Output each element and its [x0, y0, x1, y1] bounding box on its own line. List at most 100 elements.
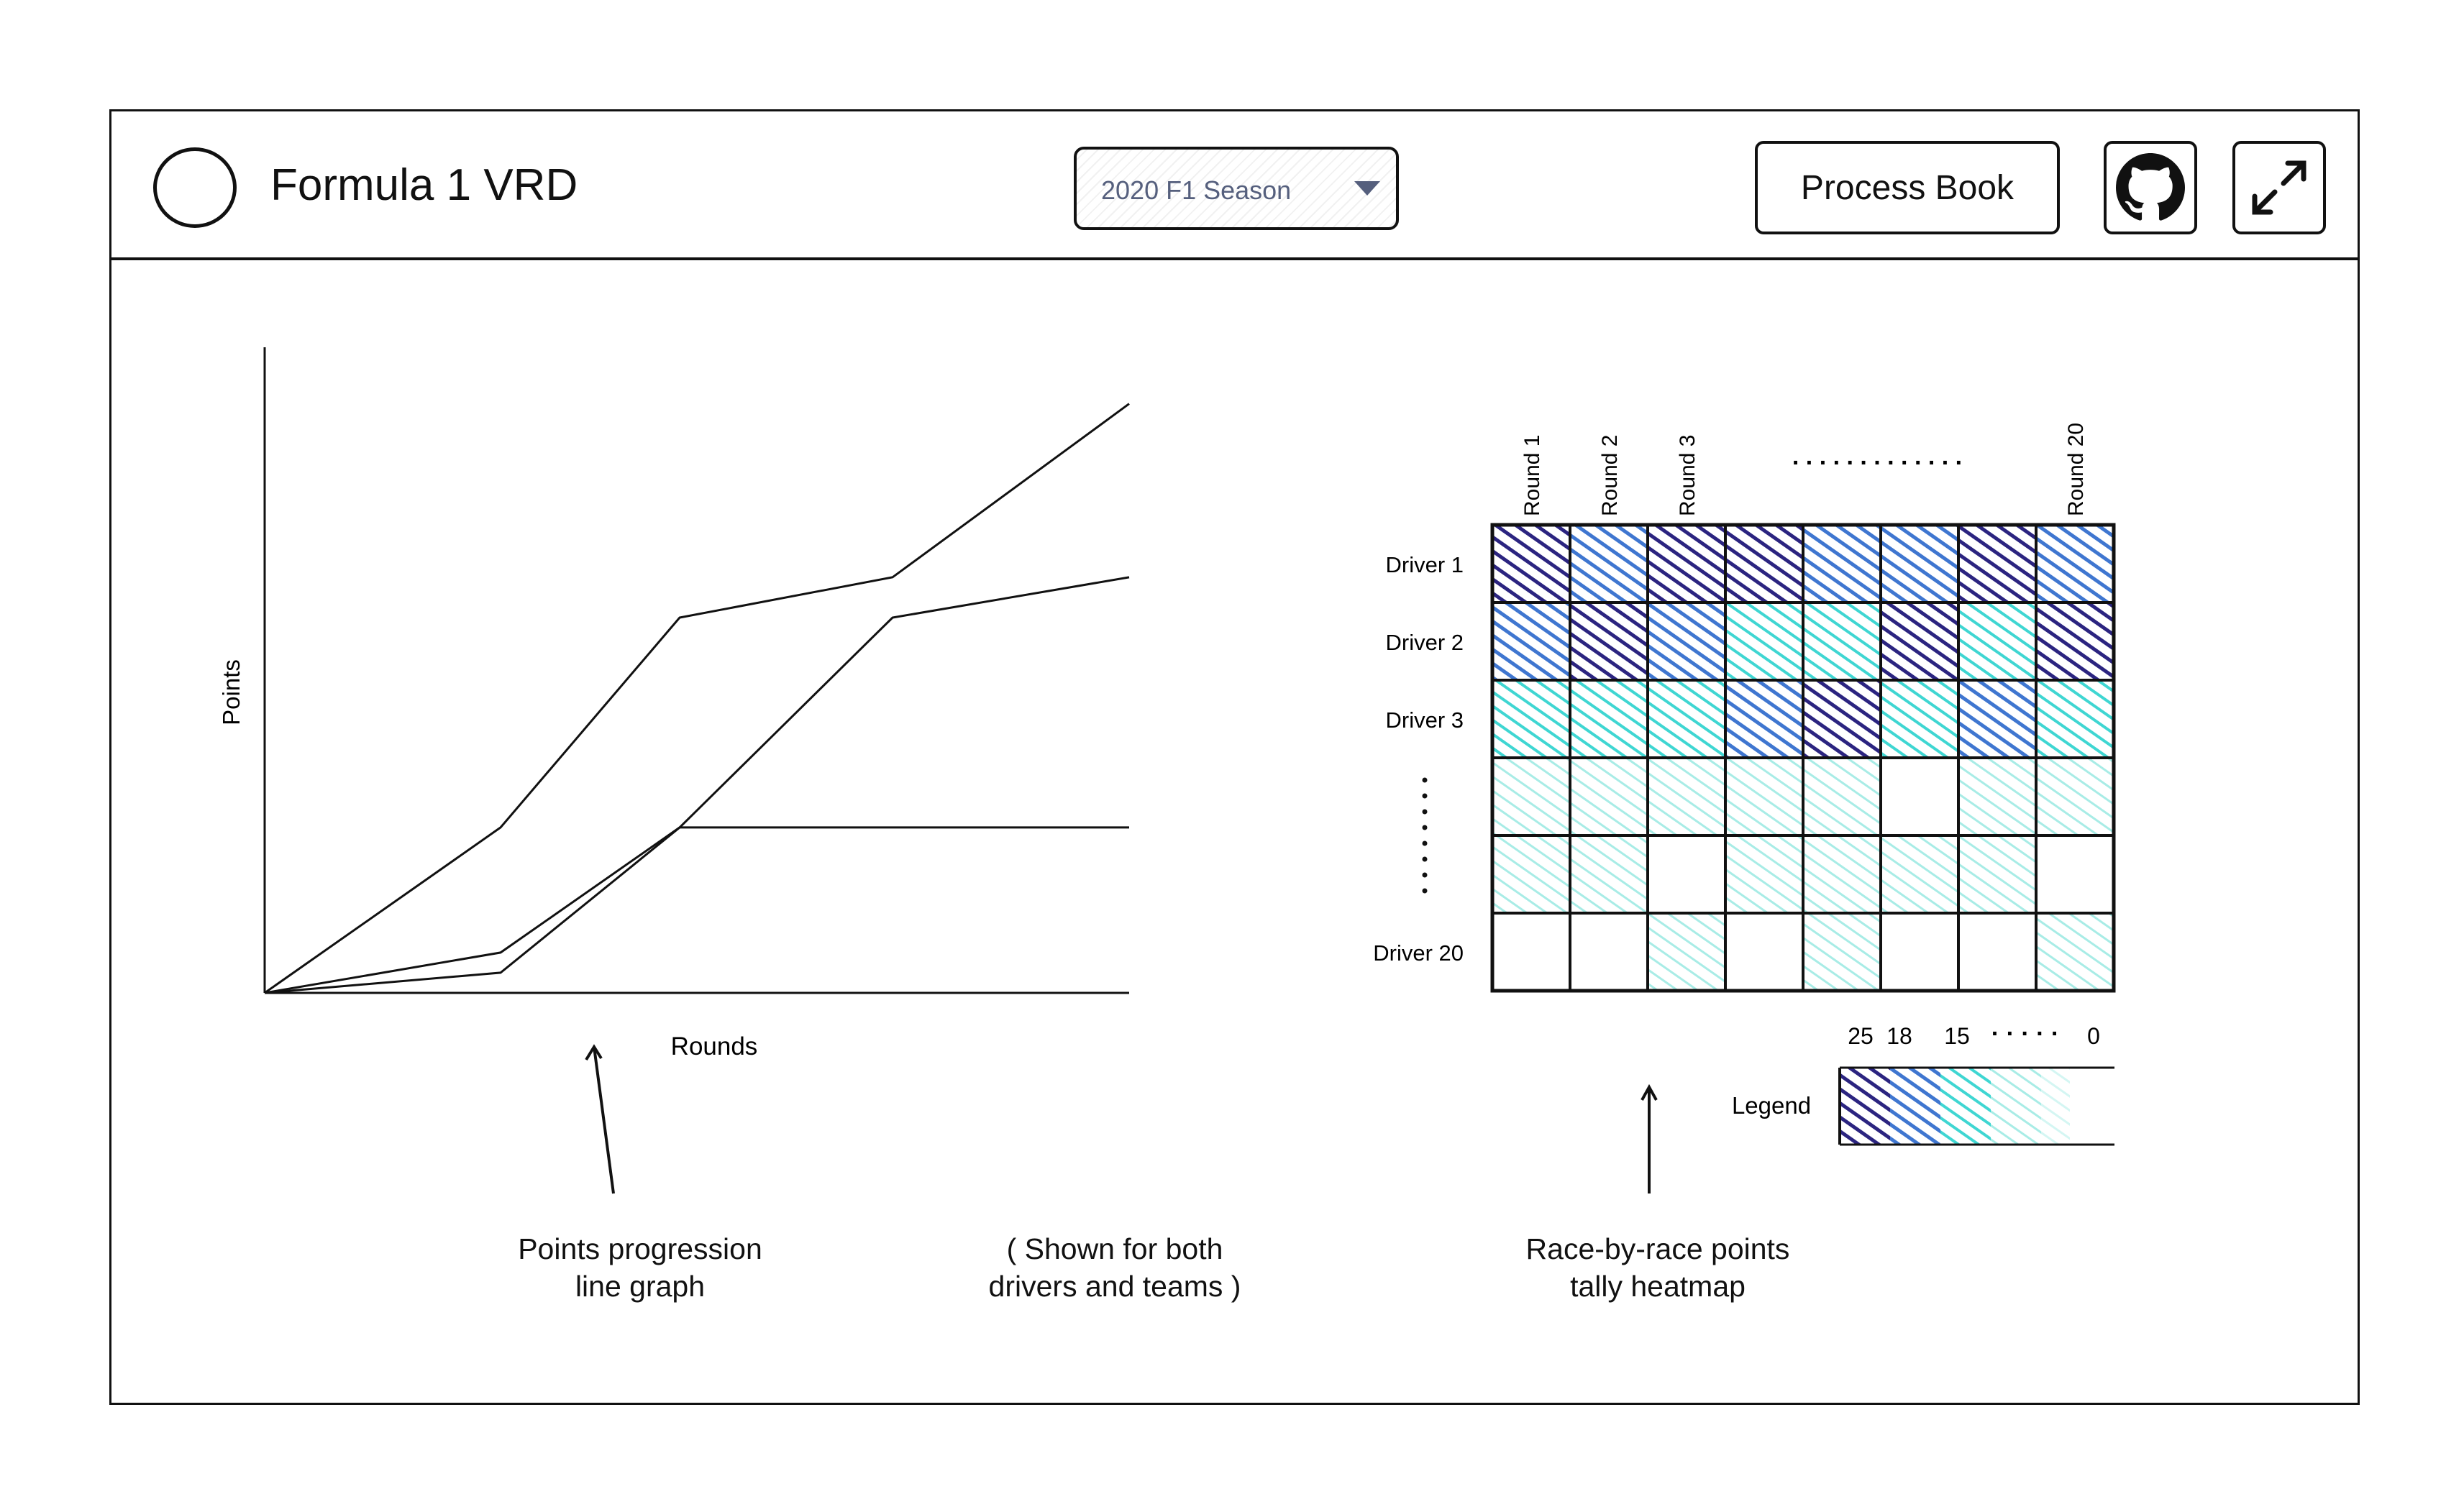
heatmap-cell [1646, 912, 1727, 992]
heatmap-cell [1491, 834, 1571, 915]
heatmap-cell [2035, 601, 2115, 682]
heatmap-cell [1879, 756, 1960, 837]
heatmap-cell [1491, 523, 1571, 604]
heatmap-cell [1802, 756, 1882, 837]
process-book-button[interactable]: Process Book [1755, 141, 2060, 234]
heatmap-cell [1957, 601, 2038, 682]
y-axis-label: Points [218, 659, 245, 725]
heatmap-cell [1802, 523, 1882, 604]
app-title: Formula 1 VRD [270, 160, 578, 210]
annotation-both-line1: ( Shown for both [1006, 1232, 1223, 1265]
heatmap-cell [1569, 679, 1649, 759]
heatmap-cell [1491, 756, 1571, 837]
heatmap-cell [1724, 679, 1804, 759]
heatmap-column-labels: Round 1 Round 2 Round 3 Round 20 [1520, 423, 2088, 516]
points-line-chart: Points Rounds [218, 347, 1130, 1060]
legend-swatch-18 [1890, 1068, 1940, 1145]
heatmap-cell [1646, 834, 1727, 915]
heatmap-cell [1646, 601, 1727, 682]
heatmap-cell [2035, 834, 2115, 915]
heatmap-column-label: Round 3 [1676, 435, 1699, 516]
legend-swatch-mid [1991, 1068, 2041, 1145]
heatmap-cell [1491, 679, 1571, 759]
heatmap-cell [1646, 523, 1727, 604]
heatmap-cell [1569, 523, 1649, 604]
heatmap-cell [1957, 912, 2038, 992]
legend-tick-0: 0 [2087, 1023, 2100, 1049]
heatmap-cell [1957, 679, 2038, 759]
annotation-both: ( Shown for both drivers and teams ) [949, 1230, 1280, 1305]
heatmap-cell [1724, 523, 1804, 604]
heatmap-cell [1802, 834, 1882, 915]
season-dropdown[interactable]: 2020 F1 Season [1074, 147, 1399, 230]
heatmap-cell [1879, 679, 1960, 759]
heatmap-cell [1646, 756, 1727, 837]
heatmap-cells [1490, 523, 2116, 993]
heatmap-cell [2035, 679, 2115, 759]
expand-icon [2252, 160, 2306, 215]
heatmap-cell [1569, 912, 1649, 992]
points-heatmap: Round 1 Round 2 Round 3 Round 20 Driver 1Dr… [1373, 423, 2116, 993]
heatmap-cell [2035, 756, 2115, 837]
legend-swatch-15 [1940, 1068, 1991, 1145]
heatmap-row-label: Driver 1 [1385, 552, 1464, 577]
heatmap-cell [1879, 834, 1960, 915]
logo-icon[interactable] [153, 147, 237, 228]
github-icon [2116, 153, 2185, 221]
heatmap-cell [1802, 601, 1882, 682]
heatmap-row-label: Driver 20 [1373, 940, 1464, 966]
annotation-arrow-left [585, 1044, 615, 1194]
heatmap-cell [1724, 756, 1804, 837]
heatmap-cell [1646, 679, 1727, 759]
heatmap-cell [1491, 912, 1571, 992]
heatmap-cell [1879, 912, 1960, 992]
line-series-group [264, 403, 1130, 994]
legend-tick-ellipsis: · · · · · [1991, 1020, 2059, 1048]
github-button[interactable] [2104, 141, 2197, 234]
heatmap-cell [1957, 756, 2038, 837]
heatmap-cell [1569, 834, 1649, 915]
heatmap-column-label: Round 1 [1520, 435, 1544, 516]
heatmap-cell [1879, 523, 1960, 604]
line-series-1 [264, 403, 1130, 994]
heatmap-cell [1569, 756, 1649, 837]
heatmap-border [1490, 523, 2116, 993]
row-ellipsis [1422, 777, 1428, 894]
header-divider [109, 257, 2360, 260]
heatmap-cell [2035, 523, 2115, 604]
annotation-heatmap: Race-by-race points tally heatmap [1482, 1230, 1834, 1305]
column-ellipsis: . . . . . . . . . . . . . [1792, 443, 1962, 470]
heatmap-row-label: Driver 2 [1385, 630, 1464, 655]
heatmap-column-label: Round 2 [1598, 435, 1622, 516]
annotation-arrow-right [1641, 1083, 1658, 1193]
annotation-line-graph: Points progression line graph [475, 1230, 806, 1305]
heatmap-cell [1569, 601, 1649, 682]
x-axis-label: Rounds [671, 1032, 758, 1060]
app-window [109, 109, 2360, 1405]
heatmap-cell [2035, 912, 2115, 992]
annotation-both-line2: drivers and teams ) [988, 1270, 1241, 1303]
annotation-line-graph-line1: Points progression [518, 1232, 762, 1265]
heatmap-row-labels: Driver 1 Driver 2 Driver 3 Driver 20 [1373, 552, 1464, 966]
heatmap-cell [1491, 601, 1571, 682]
legend-tick-25: 25 [1848, 1023, 1874, 1049]
legend-tick-15: 15 [1944, 1023, 1970, 1049]
heatmap-cell [1724, 912, 1804, 992]
heatmap-cell [1957, 523, 2038, 604]
fullscreen-button[interactable] [2232, 141, 2326, 234]
legend-swatch-low [2041, 1068, 2070, 1145]
heatmap-cell [1802, 912, 1882, 992]
heatmap-cell [1879, 601, 1960, 682]
heatmap-column-label: Round 20 [2064, 423, 2088, 516]
legend-label: Legend [1732, 1092, 1811, 1119]
season-dropdown-value: 2020 F1 Season [1101, 175, 1292, 205]
heatmap-cell [1957, 834, 2038, 915]
heatmap-cell [1802, 679, 1882, 759]
line-series-2 [264, 576, 1130, 994]
annotation-heatmap-line1: Race-by-race points [1525, 1232, 1790, 1265]
annotation-heatmap-line2: tally heatmap [1570, 1270, 1746, 1303]
heatmap-cell [1724, 601, 1804, 682]
heatmap-row-label: Driver 3 [1385, 707, 1464, 733]
heatmap-legend: Legend 25 18 15 · · · · · 0 [1732, 1020, 2114, 1146]
